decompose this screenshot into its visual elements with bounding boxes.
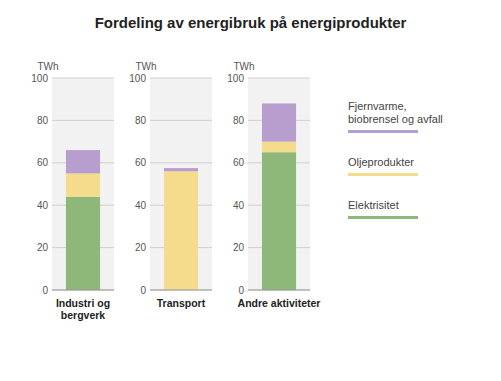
grid-line <box>150 120 212 121</box>
plot-area <box>52 78 114 290</box>
grid-line <box>150 78 212 79</box>
plot-area <box>150 78 212 290</box>
axis-label: TWh <box>37 61 58 72</box>
legend-swatch <box>348 130 418 133</box>
chart: Fordeling av energibruk på energiprodukt… <box>0 0 501 381</box>
bar <box>262 152 296 290</box>
tick-label: 20 <box>37 242 49 253</box>
grid-line <box>52 120 114 121</box>
grid-line <box>248 78 310 79</box>
tick-label: 80 <box>37 115 49 126</box>
tick-label: 80 <box>135 115 147 126</box>
tick-label: 40 <box>233 200 245 211</box>
tick-label: 20 <box>233 242 245 253</box>
grid-line <box>52 290 114 291</box>
grid-line <box>248 290 310 291</box>
tick-label: 0 <box>238 285 244 296</box>
bar <box>164 168 198 171</box>
bars <box>66 150 100 290</box>
category-label: Transport <box>157 297 206 309</box>
category-label: Andre aktiviteter <box>238 297 321 309</box>
panel: 0 20 40 60 80 100TWh Industri ogbergverk <box>31 61 114 321</box>
bar <box>262 103 296 141</box>
tick-label: 80 <box>233 115 245 126</box>
tick-label: 60 <box>135 157 147 168</box>
bar <box>262 142 296 153</box>
category-label: Industri ogbergverk <box>56 297 110 321</box>
bar <box>66 173 100 196</box>
axis-label: TWh <box>135 61 156 72</box>
tick-label: 100 <box>227 73 244 84</box>
tick-label: 100 <box>129 73 146 84</box>
tick-label: 60 <box>37 157 49 168</box>
legend-label: Oljeprodukter <box>348 156 414 168</box>
tick-label: 0 <box>42 285 48 296</box>
grid-line <box>52 78 114 79</box>
tick-label: 20 <box>135 242 147 253</box>
axis-line <box>52 290 114 291</box>
legend-swatch <box>348 216 418 219</box>
panel: 0 20 40 60 80 100TWh Transport <box>129 61 212 309</box>
axis-line <box>248 290 310 291</box>
tick-label: 40 <box>37 200 49 211</box>
grid-line <box>150 162 212 163</box>
tick-label: 0 <box>140 285 146 296</box>
tick-label: 40 <box>135 200 147 211</box>
axis-label: TWh <box>233 61 254 72</box>
axis-line <box>150 290 212 291</box>
bar <box>66 150 100 173</box>
panel: 0 20 40 60 80 100TWh Andre aktiviteter <box>227 61 320 309</box>
legend-label: Fjernvarme,biobrensel og avfall <box>348 100 443 125</box>
bar <box>164 171 198 290</box>
legend-label: Elektrisitet <box>348 199 399 211</box>
legend: Fjernvarme,biobrensel og avfall Oljeprodu… <box>348 100 443 219</box>
grid-line <box>150 290 212 291</box>
plot-area <box>248 78 310 290</box>
bars <box>262 103 296 290</box>
title: Fordeling av energibruk på energiprodukt… <box>95 14 407 31</box>
tick-label: 100 <box>31 73 48 84</box>
tick-label: 60 <box>233 157 245 168</box>
legend-swatch <box>348 173 418 176</box>
bar <box>66 197 100 290</box>
bars <box>164 168 198 290</box>
